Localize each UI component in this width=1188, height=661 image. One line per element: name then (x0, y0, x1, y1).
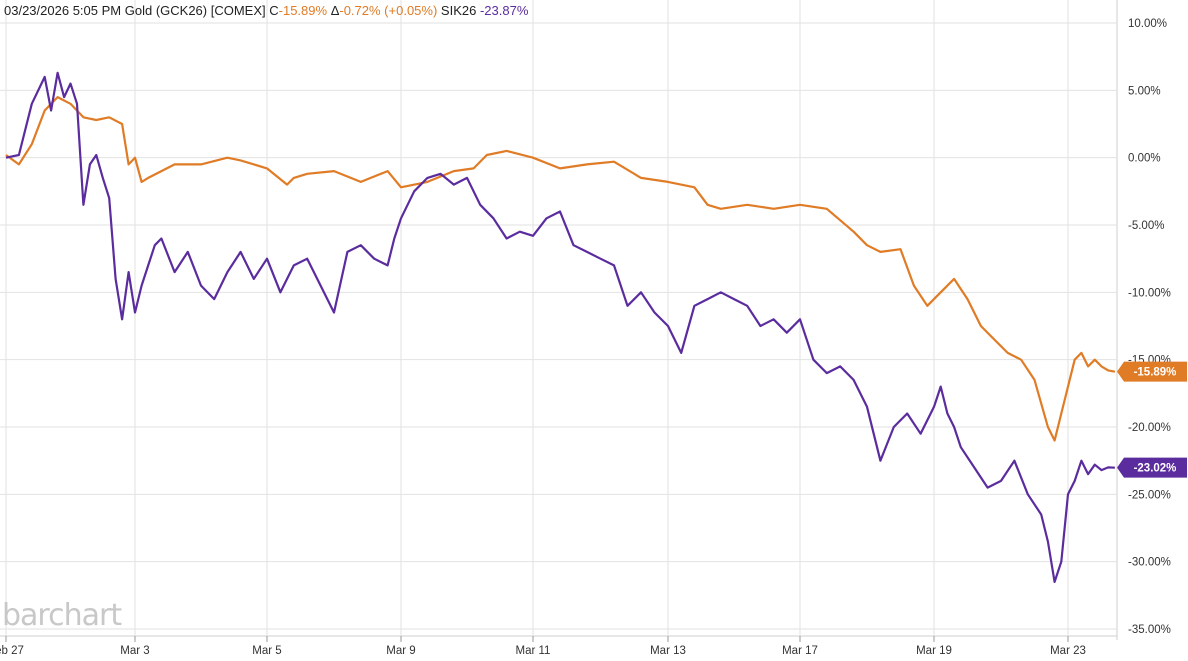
end-tag-label: -15.89% (1134, 367, 1177, 379)
header-change-value: -15.89% (278, 3, 328, 18)
x-tick-label: Mar 9 (386, 645, 415, 657)
x-tick-label: Mar 5 (252, 645, 281, 657)
grid-lines (0, 0, 1118, 640)
x-tick-label: Mar 23 (1050, 645, 1086, 657)
x-tick-label: Mar 3 (120, 645, 149, 657)
y-tick-label: -10.00% (1128, 287, 1171, 299)
y-axis-ticks: 10.00%5.00%0.00%-5.00%-10.00%-15.00%-20.… (1128, 18, 1171, 636)
header-change-label: C (269, 3, 279, 18)
series-lines (5, 71, 1116, 583)
x-tick-label: Mar 13 (650, 645, 686, 657)
end-tag-label: -23.02% (1134, 463, 1177, 475)
y-tick-label: -30.00% (1128, 557, 1171, 569)
header-date: 03/23/2026 (4, 3, 70, 18)
header-time: 5:05 PM (72, 3, 122, 18)
silver-series-line (5, 71, 1115, 583)
header-symbol[interactable]: Gold (GCK26) [COMEX] (124, 3, 266, 18)
header-compare-symbol[interactable]: SIK26 (440, 3, 477, 18)
y-tick-label: -25.00% (1128, 489, 1171, 501)
barchart-logo: barchart (2, 598, 122, 633)
header-delta-label: Δ (330, 3, 340, 18)
y-tick-label: -35.00% (1128, 624, 1171, 636)
x-axis-ticks: Feb 27 Mar 3 Mar 5 Mar 9 Mar 11 Mar 13 Mar 17 M… (0, 636, 1086, 657)
y-tick-label: 0.00% (1128, 153, 1161, 165)
chart-header: 03/23/2026 5:05 PM Gold (GCK26) [COMEX] … (4, 3, 528, 18)
header-delta-value: -0.72% (+0.05%) (339, 3, 438, 18)
y-tick-label: 10.00% (1128, 18, 1167, 30)
header-compare-value: -23.87% (479, 3, 529, 18)
y-tick-label: -5.00% (1128, 220, 1164, 232)
x-tick-label: Mar 19 (916, 645, 952, 657)
gold-series-line (5, 96, 1116, 442)
end-value-tags: -15.89% -23.02% (1117, 361, 1187, 478)
y-tick-label: 5.00% (1128, 85, 1161, 97)
x-tick-label: Feb 27 (0, 645, 24, 657)
silver-end-tag (1117, 457, 1187, 478)
x-tick-label: Mar 11 (516, 645, 551, 657)
x-tick-label: Mar 17 (782, 645, 818, 657)
y-tick-label: -20.00% (1128, 422, 1171, 434)
gold-end-tag (1117, 361, 1187, 382)
